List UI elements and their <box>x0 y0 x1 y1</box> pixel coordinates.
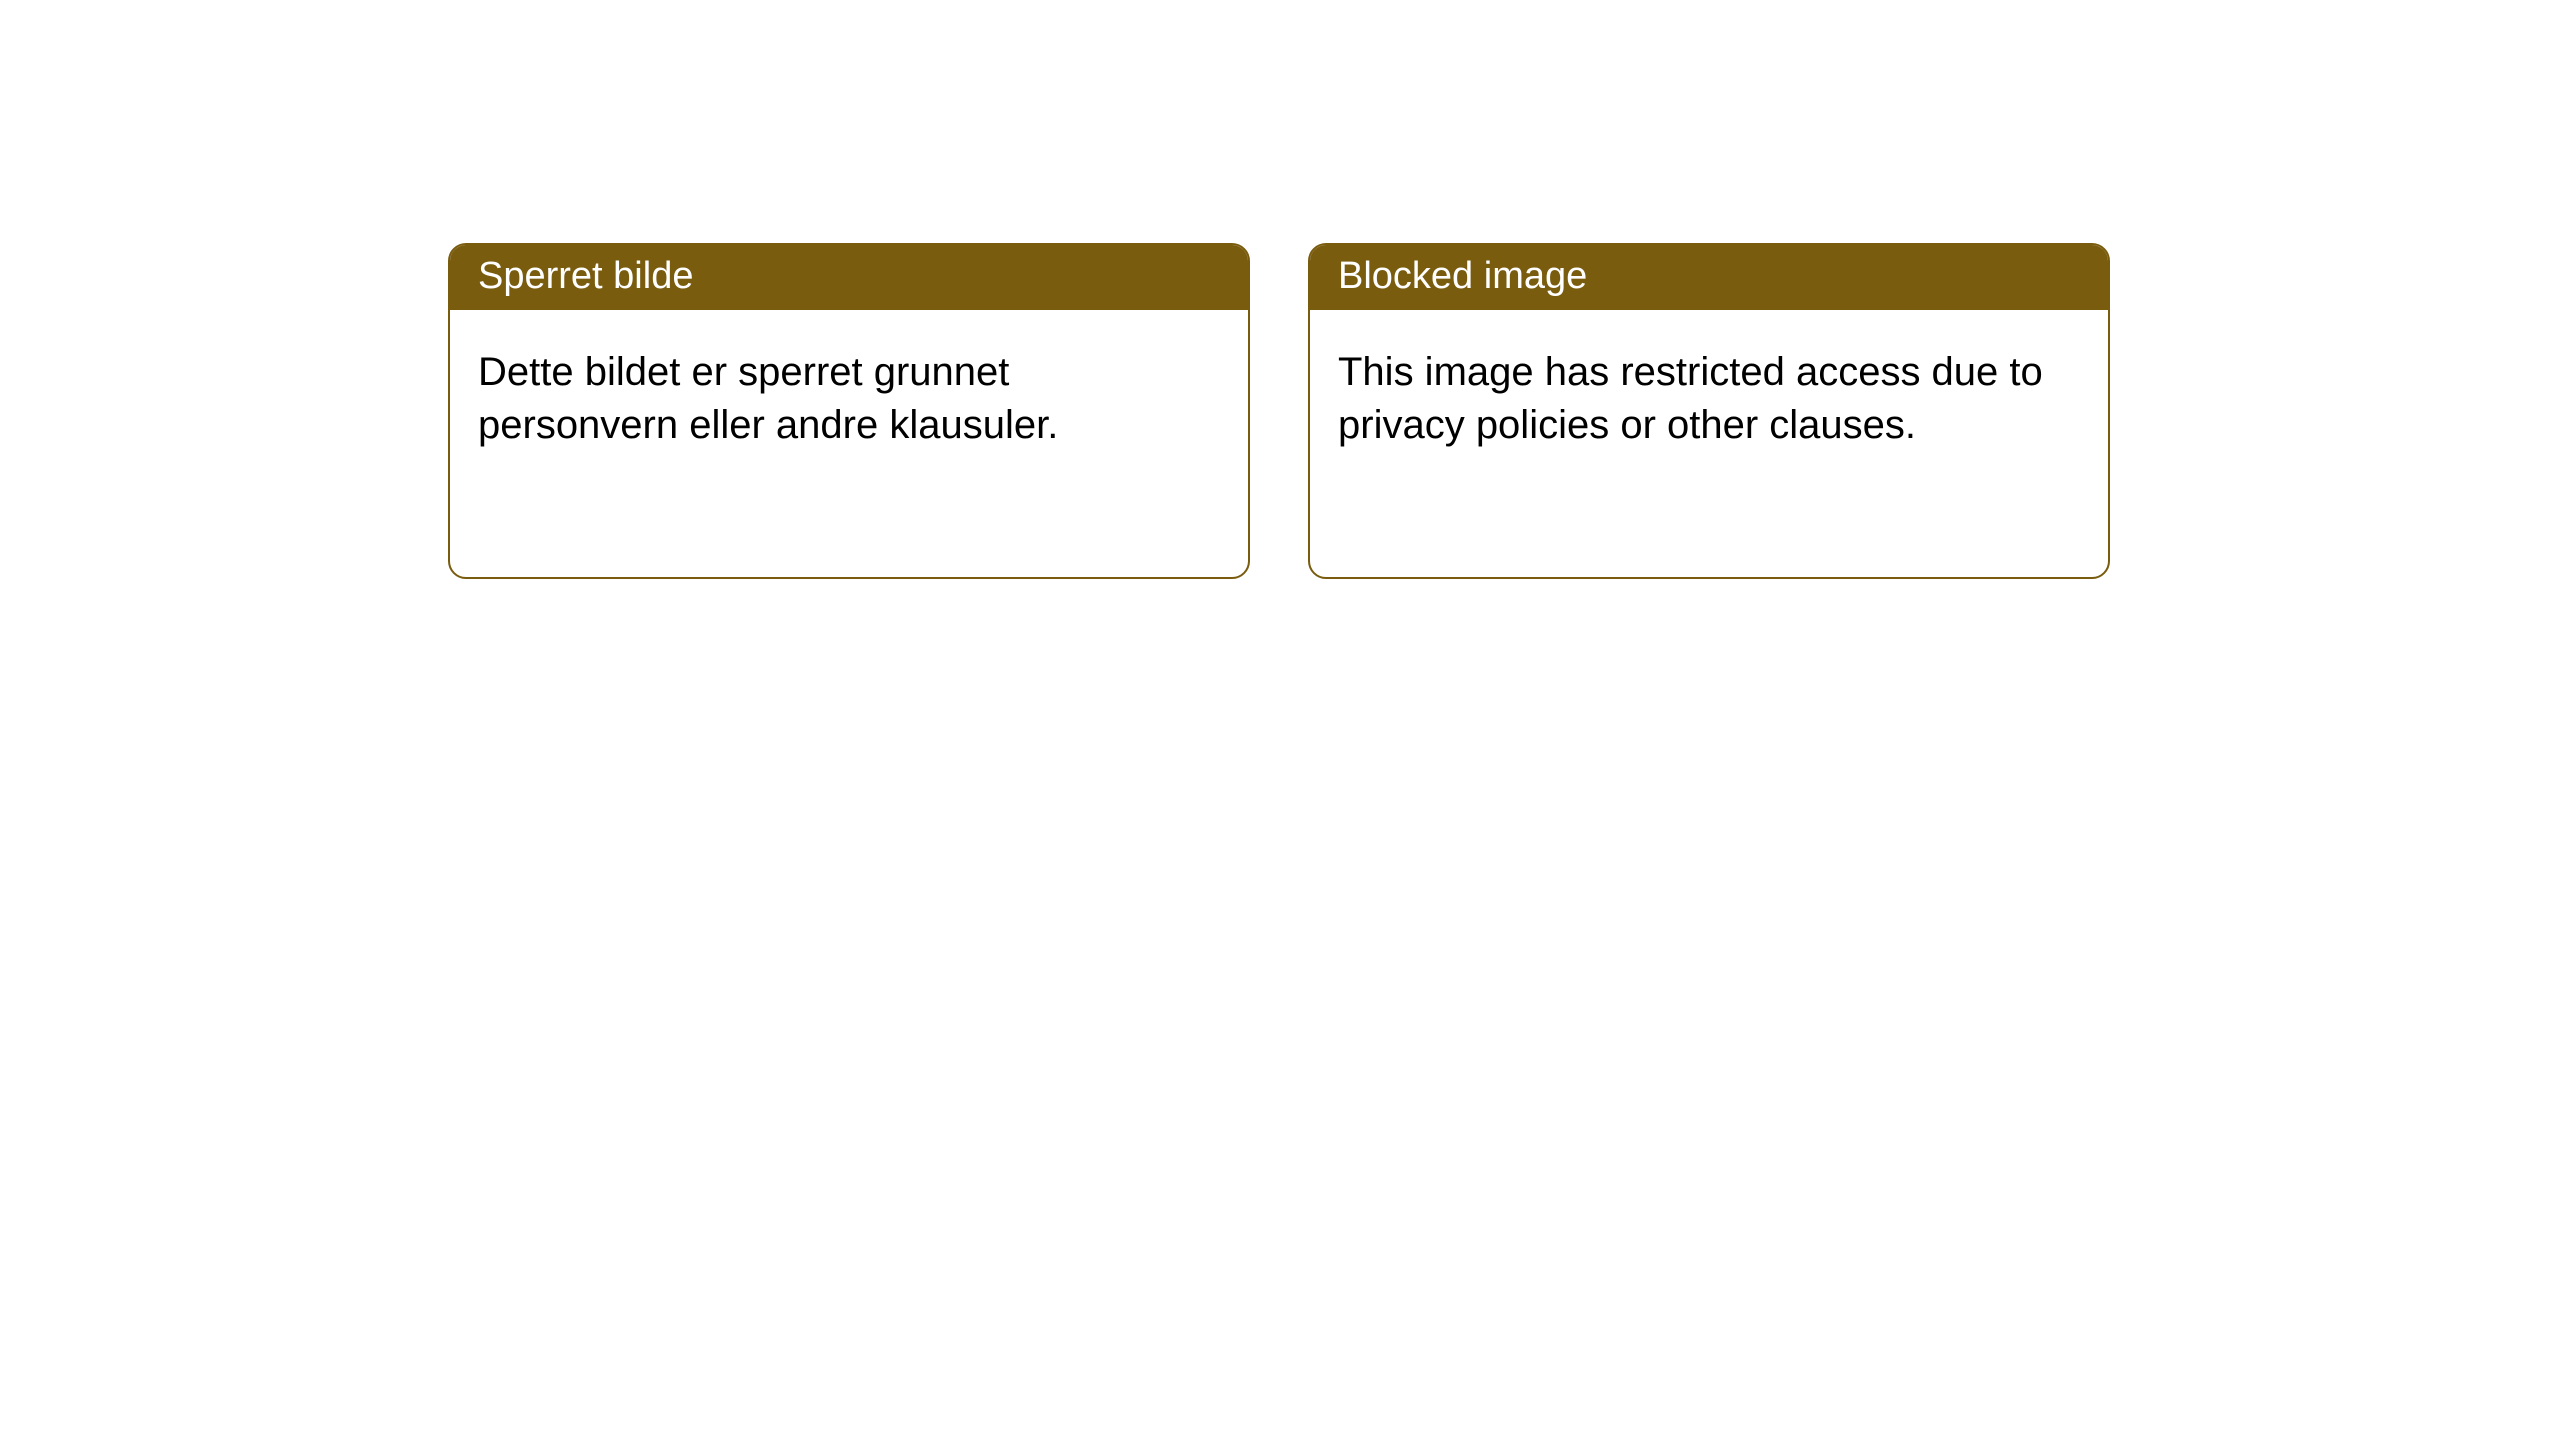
notice-card-body-text: Dette bildet er sperret grunnet personve… <box>478 350 1058 447</box>
notice-card-norwegian: Sperret bilde Dette bildet er sperret gr… <box>448 243 1250 579</box>
notice-card-header: Blocked image <box>1310 245 2108 310</box>
notice-card-body-text: This image has restricted access due to … <box>1338 350 2043 447</box>
notice-card-header: Sperret bilde <box>450 245 1248 310</box>
notice-card-header-text: Sperret bilde <box>478 255 693 297</box>
notice-card-body: This image has restricted access due to … <box>1310 310 2108 488</box>
notice-card-body: Dette bildet er sperret grunnet personve… <box>450 310 1248 488</box>
notice-cards-container: Sperret bilde Dette bildet er sperret gr… <box>448 243 2110 579</box>
notice-card-english: Blocked image This image has restricted … <box>1308 243 2110 579</box>
notice-card-header-text: Blocked image <box>1338 255 1587 297</box>
